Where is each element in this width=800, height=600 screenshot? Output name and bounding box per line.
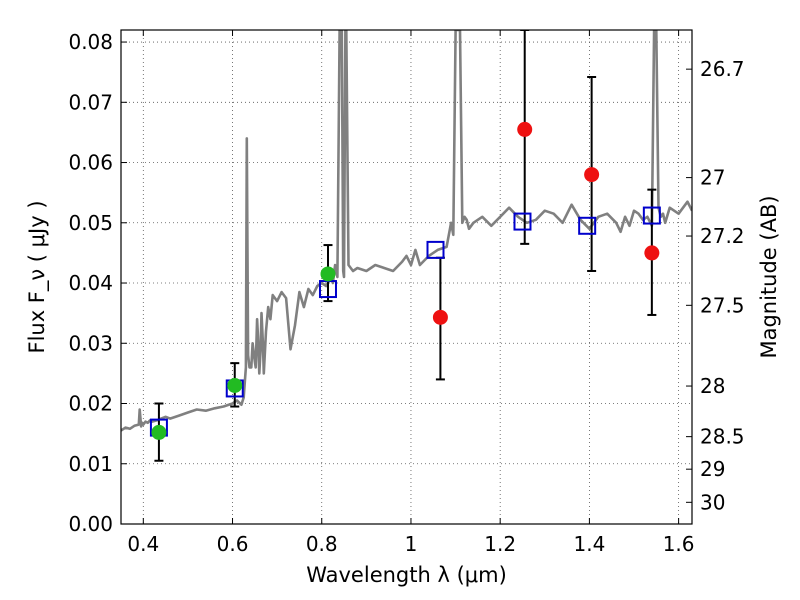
x-tick-label: 1.2 (484, 532, 516, 556)
y-tick-label: 0.08 (68, 30, 113, 54)
y-tick-label: 0.06 (68, 151, 113, 175)
y-tick-label: 0.07 (68, 90, 113, 114)
y-tick-label: 0.01 (68, 452, 113, 476)
observed-ir-point (517, 121, 533, 137)
observed-optical-point (227, 377, 243, 393)
y-tick-label: 0.05 (68, 211, 113, 235)
observed-ir-point (584, 167, 600, 183)
right-tick-label: 28 (700, 374, 725, 398)
model-photometry-square (513, 212, 532, 231)
right-tick-label: 27.2 (700, 224, 745, 248)
model-photometry-square (578, 216, 597, 235)
observed-optical-point (151, 424, 167, 440)
axis-ticks: 0.4 0.6 0.8 1 1.2 1.4 1.6 0.00 0.01 0.02 0.03 0.04 0… (68, 30, 745, 556)
y-tick-label: 0.02 (68, 392, 113, 416)
plot-data-layer (121, 30, 692, 462)
observed-ir-point (432, 309, 448, 325)
x-axis-label: Wavelength λ (μm) (306, 563, 507, 587)
plot-frame (120, 29, 693, 525)
grid-lines (121, 30, 692, 525)
x-tick-label: 0.8 (306, 532, 338, 556)
observed-ir-point (644, 245, 660, 261)
right-tick-label: 27.5 (700, 293, 745, 317)
model-photometry-square (426, 240, 445, 259)
right-tick-label: 27 (700, 166, 725, 190)
right-tick-label: 29 (700, 457, 725, 481)
right-tick-label: 28.5 (700, 425, 745, 449)
x-tick-label: 0.4 (127, 532, 159, 556)
x-tick-label: 0.6 (217, 532, 249, 556)
x-tick-label: 1.6 (663, 532, 695, 556)
y-tick-label: 0.00 (68, 512, 113, 536)
y-axis-label: Flux F_ν ( μJy ) (25, 200, 50, 353)
spectrum-line (121, 30, 692, 432)
x-tick-label: 1 (405, 532, 418, 556)
y-tick-label: 0.04 (68, 271, 113, 295)
x-tick-label: 1.4 (573, 532, 605, 556)
model-photometry-square (642, 206, 661, 225)
right-axis-label: Magnitude (AB) (757, 195, 781, 358)
right-tick-label: 26.7 (700, 57, 745, 81)
observed-optical-point (320, 266, 336, 282)
right-tick-label: 30 (700, 490, 725, 514)
y-tick-label: 0.03 (68, 331, 113, 355)
